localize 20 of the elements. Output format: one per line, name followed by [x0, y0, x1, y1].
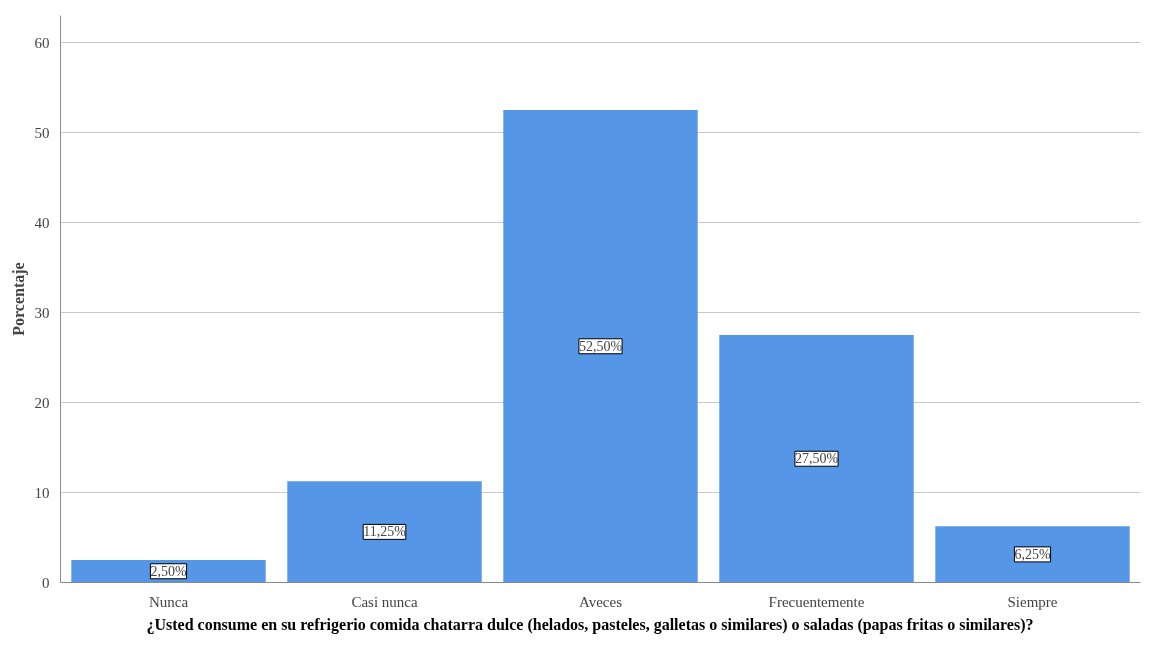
y-tick-label: 30	[34, 304, 50, 321]
data-label: 2,50%	[150, 563, 187, 579]
bar	[503, 110, 698, 583]
x-tick-label: Frecuentemente	[768, 593, 865, 610]
y-tick-label: 60	[34, 34, 50, 51]
x-axis-title: ¿Usted consume en su refrigerio comida chatarra dulce (helados, pasteles, galletas o similares) o saladas (papas fritas o similares)?	[146, 616, 1034, 634]
y-tick-label: 10	[34, 484, 50, 501]
y-tick-label: 50	[34, 124, 50, 141]
y-tick-label: 0	[42, 574, 50, 591]
bar	[719, 335, 914, 583]
bar	[935, 526, 1130, 583]
data-label: 6,25%	[1014, 546, 1051, 562]
x-tick-label: Nunca	[148, 593, 189, 610]
bar	[287, 481, 482, 583]
y-axis-title: Porcentaje	[9, 262, 28, 336]
y-tick-label: 20	[34, 394, 50, 411]
x-tick-label: Aveces	[578, 593, 623, 610]
x-tick-label: Siempre	[1007, 593, 1058, 610]
x-tick-label: Casi nunca	[351, 593, 418, 610]
y-tick-label: 40	[34, 214, 50, 231]
